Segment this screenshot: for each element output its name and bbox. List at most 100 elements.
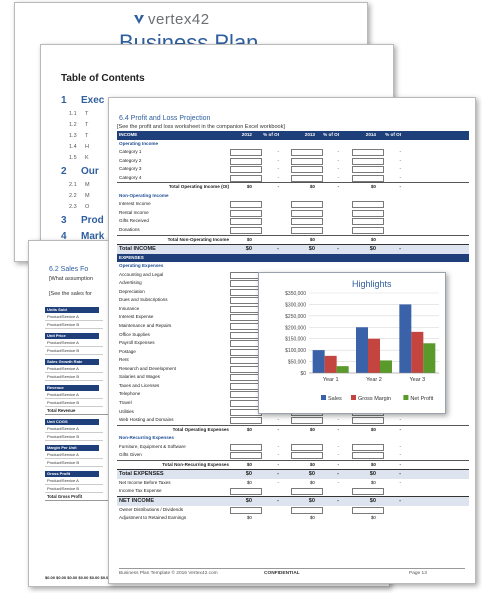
toc-item-number: 1.5 xyxy=(69,155,77,161)
y-tick-label: $250,000 xyxy=(285,314,306,320)
product-row: Product/Service B xyxy=(45,485,103,493)
row-value: $0 xyxy=(309,426,315,432)
row-label: Total INCOME xyxy=(119,246,156,253)
table-row: Total Operating Expenses $0 - $0 - $0 - xyxy=(117,424,469,435)
product-row: Product/Service B xyxy=(45,373,103,381)
toc-item-label: T xyxy=(85,133,89,139)
toc-item: 3 Prod xyxy=(61,213,393,229)
group-header: Gross Profit xyxy=(45,471,99,477)
row-label: Rental Income xyxy=(119,209,149,215)
column-header: % of OI xyxy=(323,132,339,137)
toc-item: 1.5 K xyxy=(61,153,393,164)
y-tick-label: $200,000 xyxy=(285,325,306,331)
x-tick-label: Year 2 xyxy=(366,377,382,383)
input-cell xyxy=(291,417,323,425)
input-cell xyxy=(291,157,323,165)
row-value: - xyxy=(399,497,401,504)
logo-text: vertex42 xyxy=(148,11,210,28)
table-row: Owner Distributions / Dividends xyxy=(117,506,469,515)
product-row: Product/Service B xyxy=(45,321,103,329)
row-label: Payroll Expenses xyxy=(119,340,155,346)
y-tick-label: $50,000 xyxy=(288,360,306,366)
row-label: Total Non-Operating Income xyxy=(167,236,229,242)
legend-swatch xyxy=(403,395,409,400)
row-label: EXPENSES xyxy=(119,254,144,260)
row-value: $0 xyxy=(245,497,252,504)
table-row: Net Income Before Taxes $0 - $0 - $0 - xyxy=(117,479,469,488)
legend-label: Sales xyxy=(328,396,342,402)
product-row: Product/Service A xyxy=(45,451,103,459)
table-row: Category 4 - - - xyxy=(117,174,469,183)
product-row: Product/Service A xyxy=(45,339,103,347)
row-value: - xyxy=(277,417,279,423)
row-label: Accounting and Legal xyxy=(119,271,164,277)
table-row: Donations xyxy=(117,226,469,235)
row-label: Office Supplies xyxy=(119,331,150,337)
bar-net-profit xyxy=(380,360,392,373)
row-value: - xyxy=(399,157,401,163)
table-row: Gifts Given - - - xyxy=(117,451,469,460)
profit-loss-page: 6.4 Profit and Loss Projection [See the … xyxy=(108,97,476,584)
row-label: NET INCOME xyxy=(119,497,155,504)
row-label: Advertising xyxy=(119,280,142,286)
row-value: $0 xyxy=(370,479,376,485)
row-label: Depreciation xyxy=(119,288,145,294)
input-cell xyxy=(230,166,262,174)
input-cell xyxy=(291,209,323,217)
row-value: - xyxy=(277,497,279,504)
row-value: - xyxy=(337,471,339,478)
row-label: Interest Income xyxy=(119,201,151,207)
row-label: Income Tax Expense xyxy=(119,488,162,494)
footer-page-number: Page 13 xyxy=(409,571,427,576)
row-value: $0 xyxy=(309,479,315,485)
group-header: Unit Price xyxy=(45,333,99,339)
row-value: $0 xyxy=(246,426,252,432)
table-row: Non-Recurring Expenses xyxy=(117,434,469,443)
row-value: - xyxy=(399,417,401,423)
row-value: $0 xyxy=(309,236,315,242)
toc-item-label: T xyxy=(85,122,89,128)
input-cell xyxy=(291,218,323,226)
table-row: Total Non-Operating Income $0 $0 $0 xyxy=(117,234,469,245)
section-subtext: [See the profit and loss worksheet in th… xyxy=(117,124,285,130)
toc-item-label: Exec xyxy=(81,95,105,106)
group-header: Margin Per Unit xyxy=(45,445,99,451)
table-header-row: INCOME 2012 % of OI 2013 % of OI 2014 % of OI xyxy=(117,131,469,140)
bar-sales xyxy=(312,350,325,373)
y-tick-label: $0 xyxy=(300,371,306,377)
input-cell xyxy=(291,166,323,174)
table-row: Category 2 - - - xyxy=(117,157,469,166)
row-value: $0 xyxy=(309,515,315,521)
row-value: - xyxy=(399,184,401,190)
row-value: - xyxy=(399,479,401,485)
y-tick-label: $300,000 xyxy=(285,302,306,308)
row-label: Telephone xyxy=(119,391,141,397)
row-value: $0 xyxy=(370,515,376,521)
product-row: Product/Service A xyxy=(45,313,103,321)
input-cell xyxy=(352,174,384,182)
row-label: Gifts Given xyxy=(119,452,142,458)
input-cell xyxy=(230,209,262,217)
row-value: - xyxy=(277,174,279,180)
row-label: Utilities xyxy=(119,408,134,414)
highlights-chart: Highlights $0 $50,000 $100,000 $150,000 $200,… xyxy=(258,272,446,414)
bar-sales xyxy=(356,327,368,373)
toc-item-label: Prod xyxy=(81,215,104,226)
table-row: EXPENSES xyxy=(117,253,469,263)
row-value: - xyxy=(399,461,401,467)
toc-item-label: T xyxy=(85,111,89,117)
footer-confidential: CONFIDENTIAL xyxy=(264,571,300,576)
column-header: 2012 xyxy=(241,132,252,137)
row-value: $0 xyxy=(370,236,376,242)
toc-item-label: O xyxy=(85,204,90,210)
row-label: Web Hosting and Domains xyxy=(119,417,174,423)
row-value: - xyxy=(337,443,339,449)
legend-label: Gross Margin xyxy=(358,396,391,402)
row-label: Non-Operating Income xyxy=(119,192,169,198)
input-cell xyxy=(352,218,384,226)
bar-gross-margin xyxy=(368,338,380,373)
legend-label: Net Profit xyxy=(410,396,433,402)
section-subtext-2: [See the sales for xyxy=(49,291,92,297)
table-row: NET INCOME $0 - $0 - $0 - xyxy=(117,495,469,506)
input-cell xyxy=(291,452,323,460)
